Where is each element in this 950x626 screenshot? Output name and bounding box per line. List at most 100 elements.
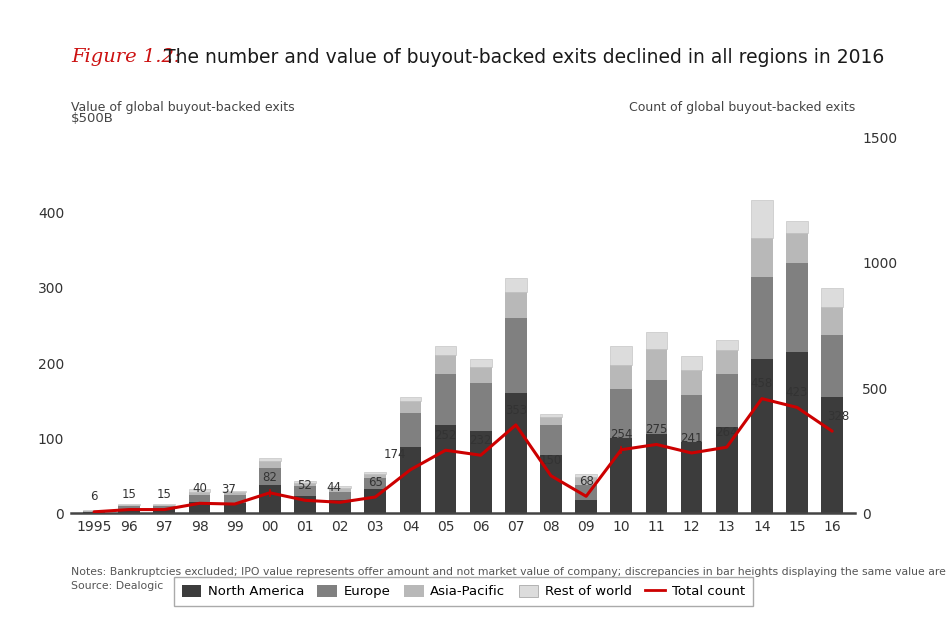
Text: 44: 44 — [326, 481, 341, 494]
Text: 40: 40 — [192, 482, 207, 495]
Text: 458: 458 — [750, 377, 773, 390]
Text: 15: 15 — [157, 488, 172, 501]
Bar — [786, 352, 808, 513]
Bar — [646, 434, 667, 513]
Bar — [189, 491, 211, 495]
Text: 328: 328 — [827, 410, 849, 423]
Text: 232: 232 — [469, 434, 492, 447]
Bar — [611, 364, 632, 389]
Bar — [294, 496, 315, 513]
Bar — [224, 491, 245, 492]
Bar — [259, 468, 280, 485]
Text: Source: Dealogic: Source: Dealogic — [71, 581, 163, 591]
Bar — [224, 495, 245, 503]
Bar — [505, 393, 526, 513]
Bar — [330, 488, 351, 492]
Bar — [576, 500, 597, 513]
Bar — [646, 381, 667, 434]
Bar — [365, 490, 386, 513]
Text: 174: 174 — [384, 448, 406, 461]
Bar — [681, 370, 702, 396]
Bar — [541, 454, 561, 513]
Bar — [750, 238, 772, 277]
Bar — [330, 486, 351, 488]
Bar — [330, 492, 351, 500]
Bar — [750, 359, 772, 513]
Bar — [715, 340, 737, 349]
Bar — [611, 389, 632, 438]
Bar — [119, 509, 141, 513]
Text: 68: 68 — [579, 475, 594, 488]
Bar — [715, 427, 737, 513]
Bar — [365, 473, 386, 478]
Text: 252: 252 — [434, 429, 457, 442]
Bar — [715, 374, 737, 427]
Bar — [681, 442, 702, 513]
Bar — [294, 481, 315, 483]
Text: The number and value of buyout-backed exits declined in all regions in 2016: The number and value of buyout-backed ex… — [164, 48, 884, 67]
Bar — [505, 318, 526, 393]
Bar — [224, 503, 245, 513]
Text: 37: 37 — [221, 483, 236, 496]
Bar — [189, 502, 211, 513]
Text: 15: 15 — [122, 488, 137, 501]
Bar — [715, 349, 737, 374]
Text: 82: 82 — [262, 471, 277, 485]
Bar — [119, 505, 141, 506]
Bar — [365, 472, 386, 473]
Bar — [681, 356, 702, 370]
Bar — [154, 509, 176, 513]
Bar — [611, 438, 632, 513]
Bar — [294, 486, 315, 496]
Bar — [576, 485, 597, 500]
Bar — [330, 500, 351, 513]
Bar — [786, 263, 808, 352]
Text: 6: 6 — [90, 491, 98, 503]
Bar — [400, 413, 421, 447]
Bar — [576, 475, 597, 477]
Text: 52: 52 — [297, 479, 313, 492]
Bar — [750, 277, 772, 359]
Bar — [224, 492, 245, 495]
Bar — [541, 417, 561, 424]
Text: 353: 353 — [504, 404, 527, 416]
Bar — [400, 397, 421, 401]
Text: 254: 254 — [610, 428, 633, 441]
Bar — [786, 221, 808, 233]
Bar — [294, 483, 315, 486]
Bar — [154, 505, 176, 506]
Text: 264: 264 — [715, 426, 738, 439]
Bar — [470, 431, 491, 513]
Bar — [470, 383, 491, 431]
Text: 423: 423 — [786, 386, 808, 399]
Bar — [541, 414, 561, 417]
Text: Figure 1.2:: Figure 1.2: — [71, 48, 180, 66]
Bar — [821, 336, 843, 397]
Bar — [259, 458, 280, 461]
Text: 150: 150 — [540, 454, 562, 468]
Bar — [646, 349, 667, 381]
Bar — [259, 485, 280, 513]
Bar — [189, 490, 211, 491]
Bar — [750, 200, 772, 238]
Bar — [576, 477, 597, 485]
Bar — [611, 346, 632, 364]
Bar — [505, 292, 526, 318]
Bar — [821, 307, 843, 336]
Text: Count of global buyout-backed exits: Count of global buyout-backed exits — [629, 101, 855, 114]
Bar — [505, 278, 526, 292]
Bar — [119, 506, 141, 509]
Bar — [400, 447, 421, 513]
Bar — [821, 397, 843, 513]
Text: 241: 241 — [680, 432, 703, 444]
Text: Notes: Bankruptcies excluded; IPO value represents offer amount and not market v: Notes: Bankruptcies excluded; IPO value … — [71, 567, 950, 577]
Bar — [435, 374, 456, 424]
Bar — [365, 478, 386, 490]
Bar — [435, 424, 456, 513]
Text: 65: 65 — [368, 476, 383, 489]
Bar — [435, 346, 456, 355]
Text: Value of global buyout-backed exits: Value of global buyout-backed exits — [71, 101, 294, 114]
Bar — [786, 233, 808, 263]
Text: 275: 275 — [645, 423, 668, 436]
Bar — [646, 332, 667, 349]
